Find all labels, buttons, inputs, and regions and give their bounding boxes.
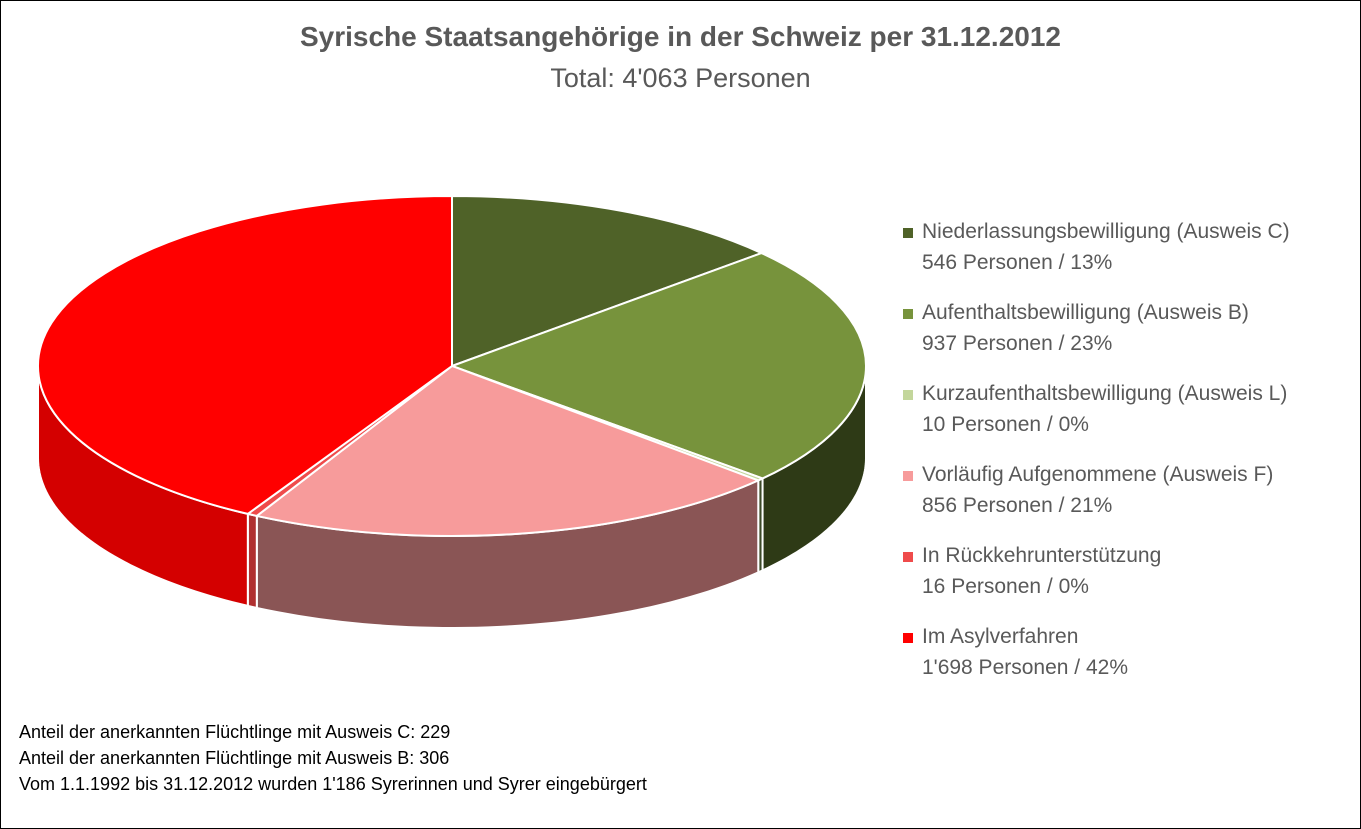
legend-label: Aufenthaltsbewilligung (Ausweis B) (922, 301, 1249, 324)
legend-value: 937 Personen / 23% (922, 332, 1113, 355)
legend-value: 856 Personen / 21% (922, 494, 1113, 517)
pie-top-faces (36, 195, 867, 537)
note-line: Vom 1.1.1992 bis 31.12.2012 wurden 1'186… (19, 774, 647, 794)
legend-swatch (903, 633, 913, 643)
pie-slice-6 (36, 195, 453, 515)
legend-swatch (903, 228, 913, 238)
legend-label: Vorläufig Aufgenommene (Ausweis F) (922, 463, 1274, 486)
pie-slice-2 (451, 252, 867, 480)
pie-slice-4 (255, 365, 760, 537)
legend-swatch (903, 390, 913, 400)
legend-label: In Rückkehrunterstützung (922, 544, 1162, 567)
legend-value: 546 Personen / 13% (922, 251, 1113, 274)
chart-title: Syrische Staatsangehörige in der Schweiz… (299, 21, 1062, 52)
legend-value: 10 Personen / 0% (922, 413, 1089, 436)
pie-side-walls (37, 365, 867, 629)
legend-swatch (903, 309, 913, 319)
legend-label: Kurzaufenthaltsbewilligung (Ausweis L) (922, 382, 1288, 405)
chart-subtitle: Total: 4'063 Personen (550, 63, 811, 93)
legend-label: Im Asylverfahren (922, 625, 1079, 648)
note-line: Anteil der anerkannten Flüchtlinge mit A… (19, 722, 451, 742)
legend-value: 16 Personen / 0% (922, 575, 1089, 598)
pie-side-5 (246, 512, 258, 609)
legend-swatch (903, 471, 913, 481)
legend-swatch (903, 552, 913, 562)
legend-label: Niederlassungsbewilligung (Ausweis C) (922, 220, 1290, 243)
chart-notes: Anteil der anerkannten Flüchtlinge mit A… (19, 719, 647, 797)
legend-value: 1'698 Personen / 42% (922, 656, 1128, 679)
note-line: Anteil der anerkannten Flüchtlinge mit A… (19, 748, 450, 768)
pie-slice-1 (451, 195, 763, 367)
